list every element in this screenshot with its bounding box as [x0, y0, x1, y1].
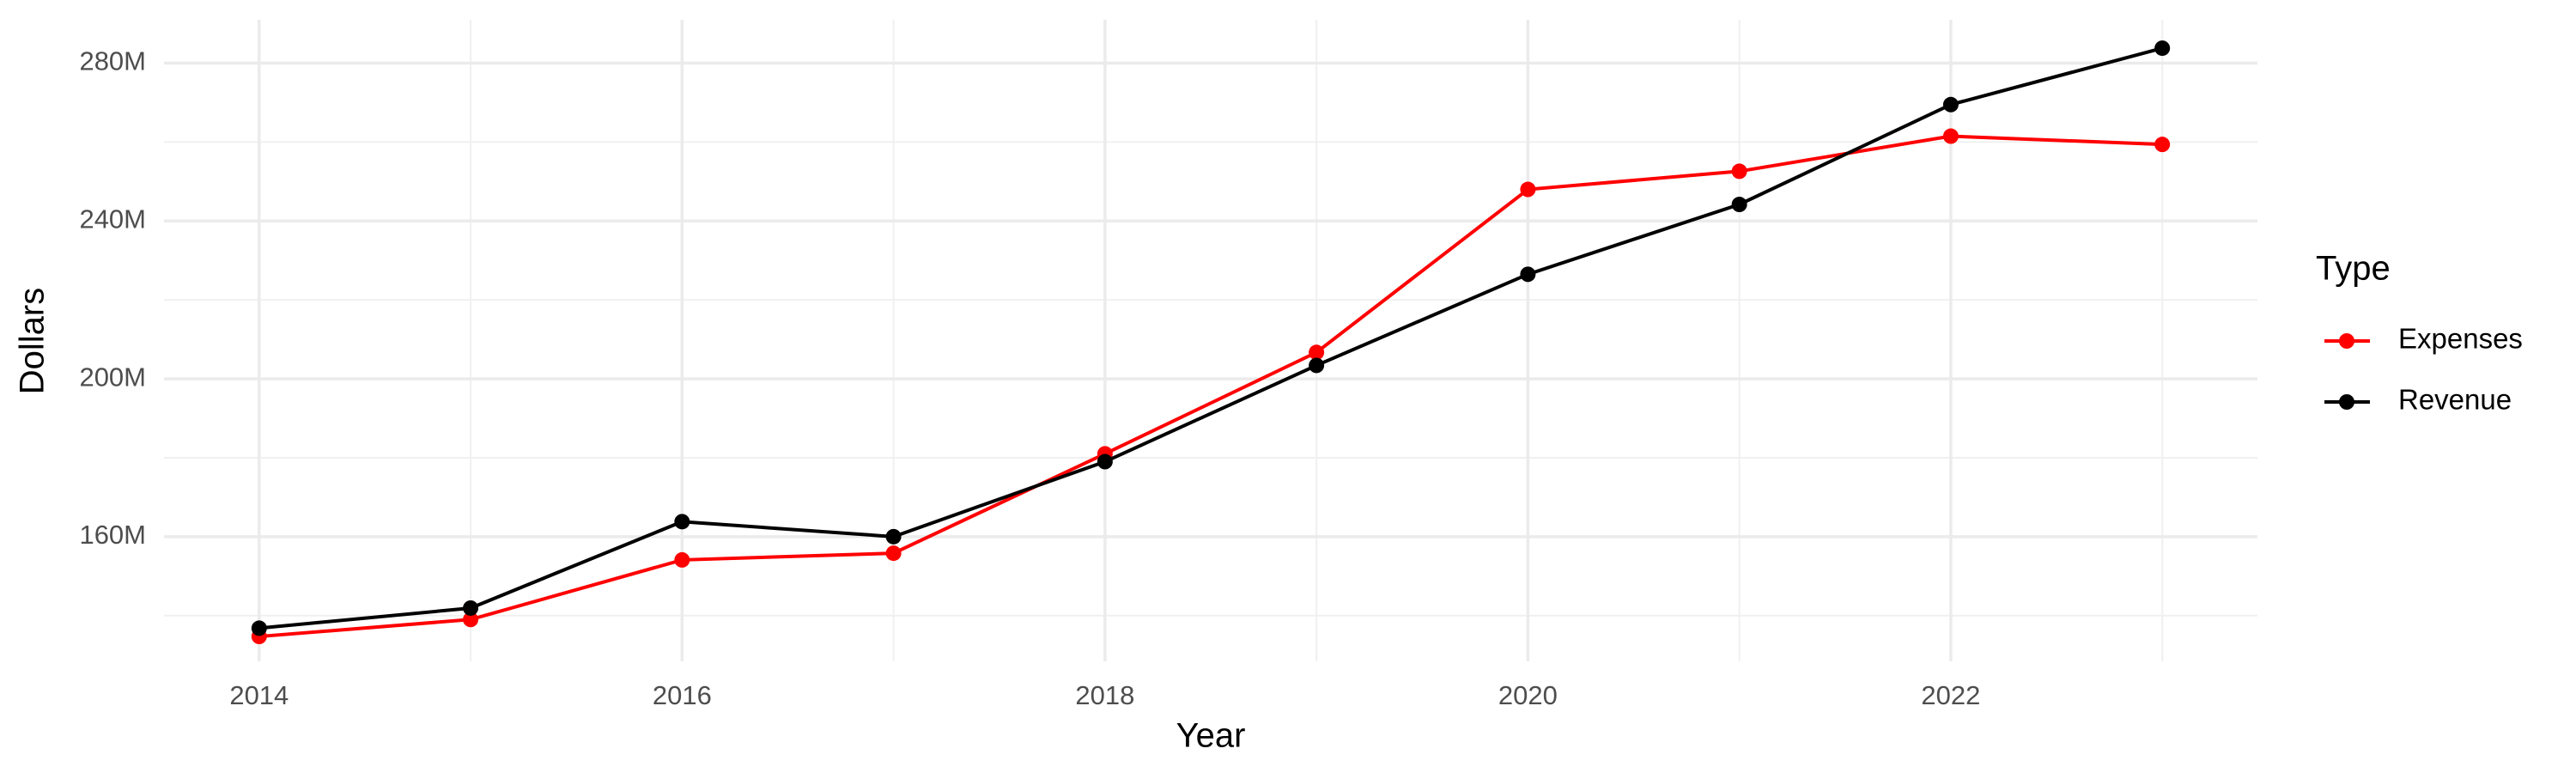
data-point	[885, 545, 902, 562]
legend-label: Revenue	[2398, 384, 2512, 416]
series-line	[258, 134, 2163, 639]
legend-title: Type	[2316, 250, 2391, 288]
data-point	[1309, 344, 1325, 361]
x-tick-label: 2020	[1498, 680, 1558, 710]
legend-label: Expenses	[2398, 323, 2523, 355]
series-line	[258, 46, 2163, 630]
y-tick-label: 160M	[79, 520, 146, 550]
legend-marker	[2339, 394, 2354, 410]
y-tick-label: 200M	[79, 362, 146, 392]
x-tick-label: 2014	[229, 680, 289, 710]
data-point	[1942, 128, 1959, 144]
data-point	[1942, 96, 1959, 113]
data-point	[463, 600, 479, 616]
data-point	[2154, 137, 2171, 153]
data-point	[1309, 357, 1325, 374]
data-point	[1097, 453, 1113, 470]
data-point	[1520, 181, 1536, 198]
data-point	[463, 612, 479, 628]
x-tick-label: 2016	[653, 680, 712, 710]
y-tick-label: 240M	[79, 204, 146, 234]
data-point	[1520, 266, 1536, 283]
data-point	[885, 528, 902, 545]
data-point	[1731, 197, 1747, 213]
x-tick-label: 2018	[1075, 680, 1134, 710]
legend-marker	[2339, 333, 2354, 349]
data-point	[1731, 163, 1747, 180]
y-axis-title: Dollars	[14, 288, 52, 394]
x-axis-title: Year	[1176, 717, 1246, 755]
data-point	[251, 620, 267, 636]
data-point	[2154, 40, 2171, 57]
y-tick-label: 280M	[79, 46, 146, 76]
data-point	[674, 514, 690, 530]
data-point	[674, 551, 690, 568]
x-tick-label: 2022	[1921, 680, 1980, 710]
